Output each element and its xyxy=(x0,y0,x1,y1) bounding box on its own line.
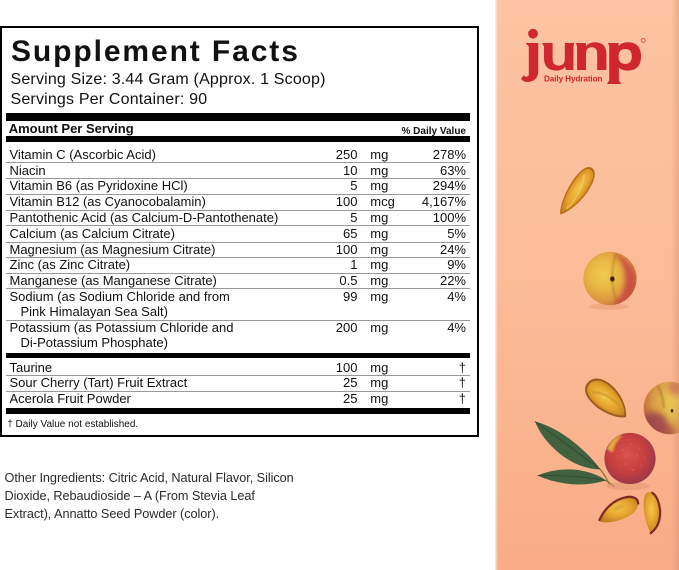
svg-text:Daily Hydration: Daily Hydration xyxy=(544,75,603,84)
